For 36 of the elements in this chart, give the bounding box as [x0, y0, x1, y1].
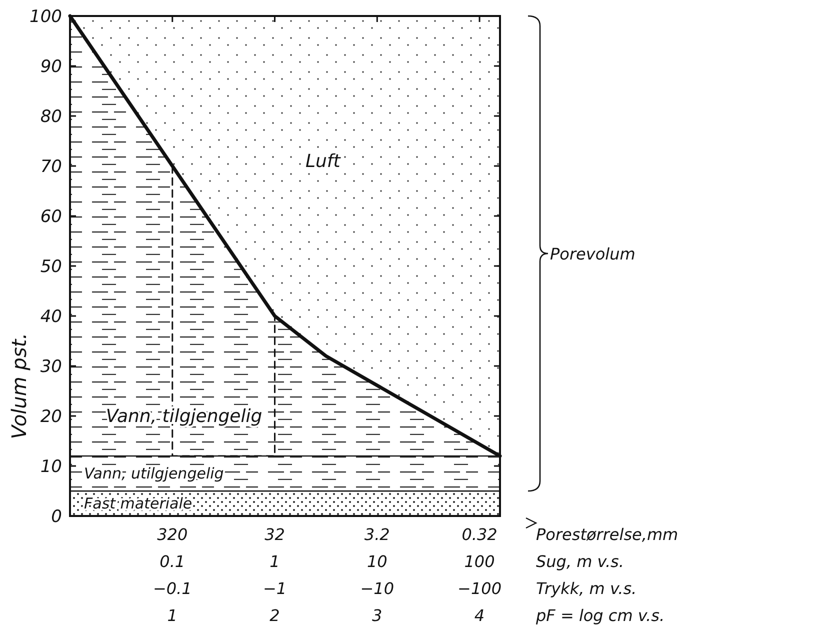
y-tick-label: 50 — [40, 257, 62, 277]
y-tick-label: 40 — [40, 307, 62, 327]
x2-tick-label: 1 — [270, 552, 280, 571]
y-tick-label: 80 — [40, 107, 62, 127]
x-tick-label: 3 — [372, 606, 382, 625]
x2-tick-label: 10 — [366, 552, 388, 571]
text: 320 — [157, 525, 188, 544]
text: −100 — [458, 579, 502, 598]
y-tick-label: 100 — [30, 7, 62, 27]
x2-axis-title: Sug, m v.s. — [536, 552, 624, 571]
y-axis-title: Volum pst. — [7, 332, 31, 440]
x2-tick-label: 0.1 — [160, 552, 186, 571]
x-tick-label: 2 — [270, 606, 280, 625]
annotation: Luft — [305, 151, 342, 172]
x2-tick-label: 100 — [464, 552, 495, 571]
annotation: Vann, tilgjengelig — [106, 406, 262, 427]
y-tick-label: 70 — [40, 157, 62, 177]
band-label: Fast materiale — [84, 494, 192, 512]
text: −10 — [360, 579, 394, 598]
y-tick-label: 0 — [51, 507, 62, 527]
x-tick-label: 1 — [167, 606, 178, 625]
text: Porevolum — [550, 244, 636, 264]
text: Trykk, m v.s. — [536, 579, 637, 598]
text: 32 — [264, 525, 285, 544]
text: −1 — [262, 579, 287, 598]
text: −0.1 — [152, 579, 192, 598]
y-tick-label: 10 — [40, 457, 62, 477]
y-tick-label: 30 — [40, 357, 62, 377]
x-tick-label: 4 — [474, 606, 485, 625]
text: 0.32 — [462, 525, 498, 544]
text: Porestørrelse,mm — [536, 525, 678, 544]
text: 3.2 — [364, 525, 390, 544]
y-tick-label: 90 — [40, 57, 62, 77]
x-axis-title: pF = log cm v.s. — [535, 606, 665, 625]
y-tick-label: 20 — [40, 407, 62, 427]
y-tick-label: 60 — [40, 207, 62, 227]
